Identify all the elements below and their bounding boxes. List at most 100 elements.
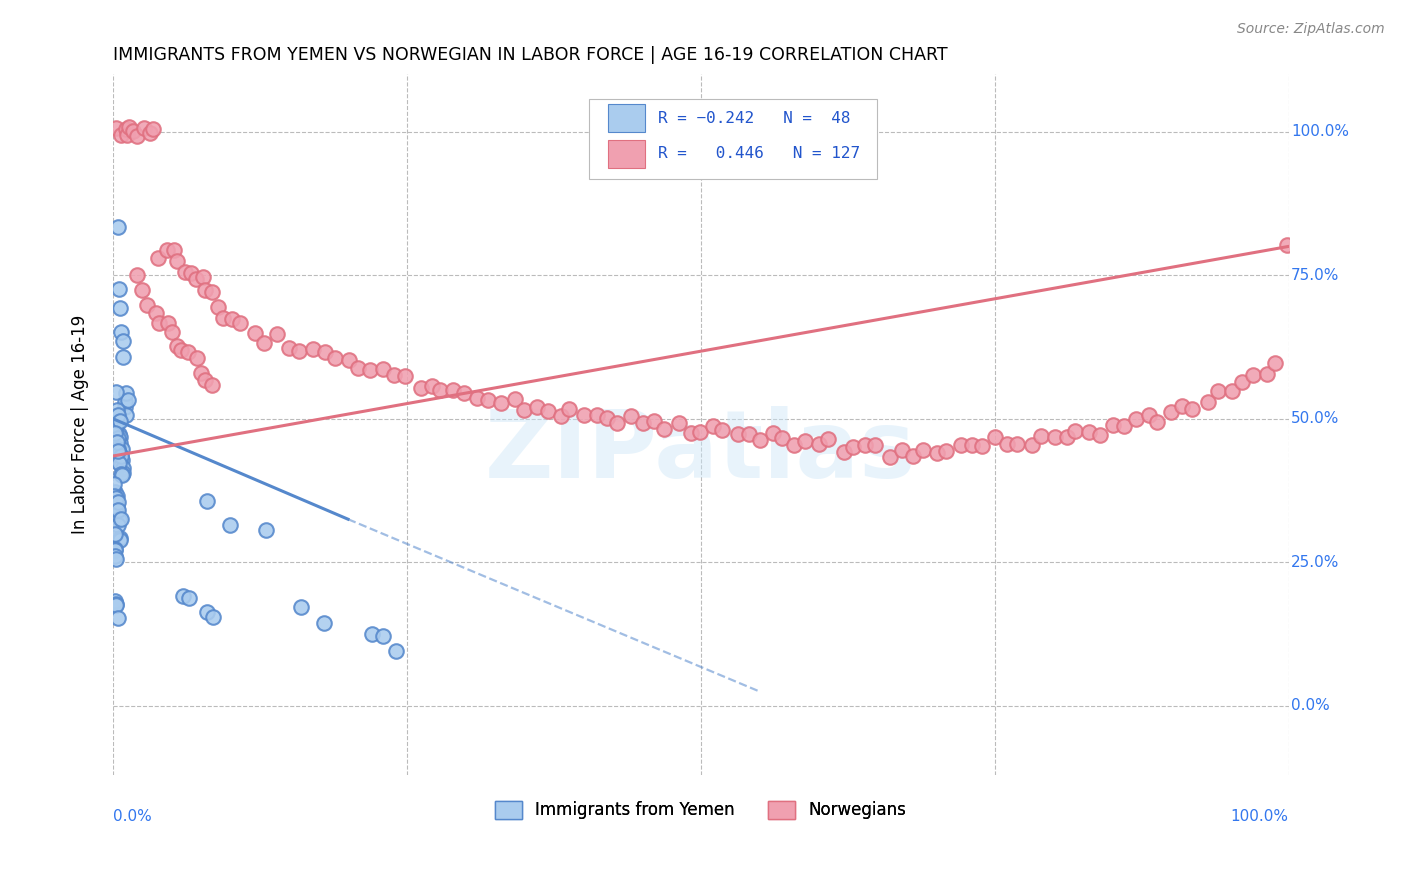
Point	[489, 395, 512, 409]
Text: 0.0%: 0.0%	[1291, 698, 1330, 714]
Point	[111, 442, 134, 457]
Point	[1139, 408, 1161, 422]
Point	[156, 316, 179, 330]
Point	[668, 416, 690, 430]
Point	[738, 426, 761, 441]
Point	[211, 310, 233, 325]
Point	[107, 611, 129, 625]
Point	[550, 409, 572, 423]
Point	[290, 599, 312, 614]
Point	[702, 419, 724, 434]
Point	[301, 343, 323, 357]
Text: R =   0.446   N = 127: R = 0.446 N = 127	[658, 146, 860, 161]
Point	[107, 412, 129, 426]
Point	[184, 272, 207, 286]
Point	[689, 425, 711, 439]
Point	[901, 449, 924, 463]
Point	[136, 297, 159, 311]
Point	[221, 311, 243, 326]
Point	[107, 444, 129, 458]
Point	[195, 493, 218, 508]
Point	[190, 366, 212, 380]
Point	[105, 403, 128, 417]
Point	[606, 416, 628, 430]
Point	[131, 284, 153, 298]
Point	[125, 128, 148, 143]
Point	[596, 411, 619, 425]
Point	[1171, 399, 1194, 413]
Text: IMMIGRANTS FROM YEMEN VS NORWEGIAN IN LABOR FORCE | AGE 16-19 CORRELATION CHART: IMMIGRANTS FROM YEMEN VS NORWEGIAN IN LA…	[112, 46, 948, 64]
Point	[110, 449, 132, 463]
Point	[112, 350, 135, 364]
Point	[794, 434, 817, 449]
Point	[115, 408, 138, 422]
Point	[1208, 384, 1230, 399]
Point	[117, 392, 139, 407]
Point	[105, 507, 128, 521]
Point	[108, 533, 131, 547]
Point	[166, 339, 188, 353]
Y-axis label: In Labor Force | Age 16-19: In Labor Force | Age 16-19	[72, 315, 89, 534]
Point	[146, 251, 169, 265]
Point	[219, 518, 242, 533]
Point	[385, 644, 408, 658]
Point	[465, 391, 488, 405]
Point	[111, 334, 134, 349]
Point	[142, 122, 165, 136]
Point	[201, 378, 224, 392]
Point	[104, 594, 127, 608]
Point	[1181, 402, 1204, 417]
Point	[503, 392, 526, 406]
Point	[526, 401, 548, 415]
Point	[107, 503, 129, 517]
Point	[111, 467, 134, 482]
Point	[879, 450, 901, 464]
Point	[347, 360, 370, 375]
Point	[207, 301, 229, 315]
Point	[1021, 438, 1043, 452]
Point	[420, 379, 443, 393]
Point	[807, 436, 830, 450]
Point	[384, 368, 406, 382]
Point	[631, 416, 654, 430]
Point	[1056, 430, 1078, 444]
Text: 75.0%: 75.0%	[1291, 268, 1340, 283]
Point	[1045, 430, 1067, 444]
Point	[865, 438, 887, 452]
Point	[1256, 367, 1278, 381]
Point	[172, 589, 194, 603]
Point	[1078, 425, 1101, 440]
Point	[927, 446, 949, 460]
Point	[1064, 424, 1087, 438]
Point	[195, 605, 218, 619]
Point	[1220, 384, 1243, 399]
Point	[105, 499, 128, 513]
Point	[361, 626, 384, 640]
Point	[359, 362, 381, 376]
Point	[115, 128, 138, 142]
Point	[118, 120, 141, 135]
Point	[288, 343, 311, 358]
Point	[105, 120, 128, 135]
Point	[127, 268, 149, 282]
Point	[711, 423, 734, 437]
Text: R = −0.242   N =  48: R = −0.242 N = 48	[658, 111, 851, 126]
Point	[107, 409, 129, 423]
Point	[110, 449, 132, 463]
Point	[1241, 368, 1264, 383]
Point	[104, 598, 127, 612]
Legend: Immigrants from Yemen, Norwegians: Immigrants from Yemen, Norwegians	[489, 794, 912, 826]
FancyBboxPatch shape	[607, 104, 645, 132]
Point	[643, 414, 665, 428]
Point	[394, 369, 416, 384]
Point	[111, 452, 134, 467]
Point	[163, 243, 186, 257]
Point	[104, 425, 127, 440]
Point	[103, 542, 125, 557]
Point	[325, 351, 347, 366]
Point	[110, 512, 132, 526]
Point	[970, 439, 993, 453]
Point	[429, 383, 451, 397]
Point	[139, 126, 162, 140]
Point	[783, 438, 806, 452]
